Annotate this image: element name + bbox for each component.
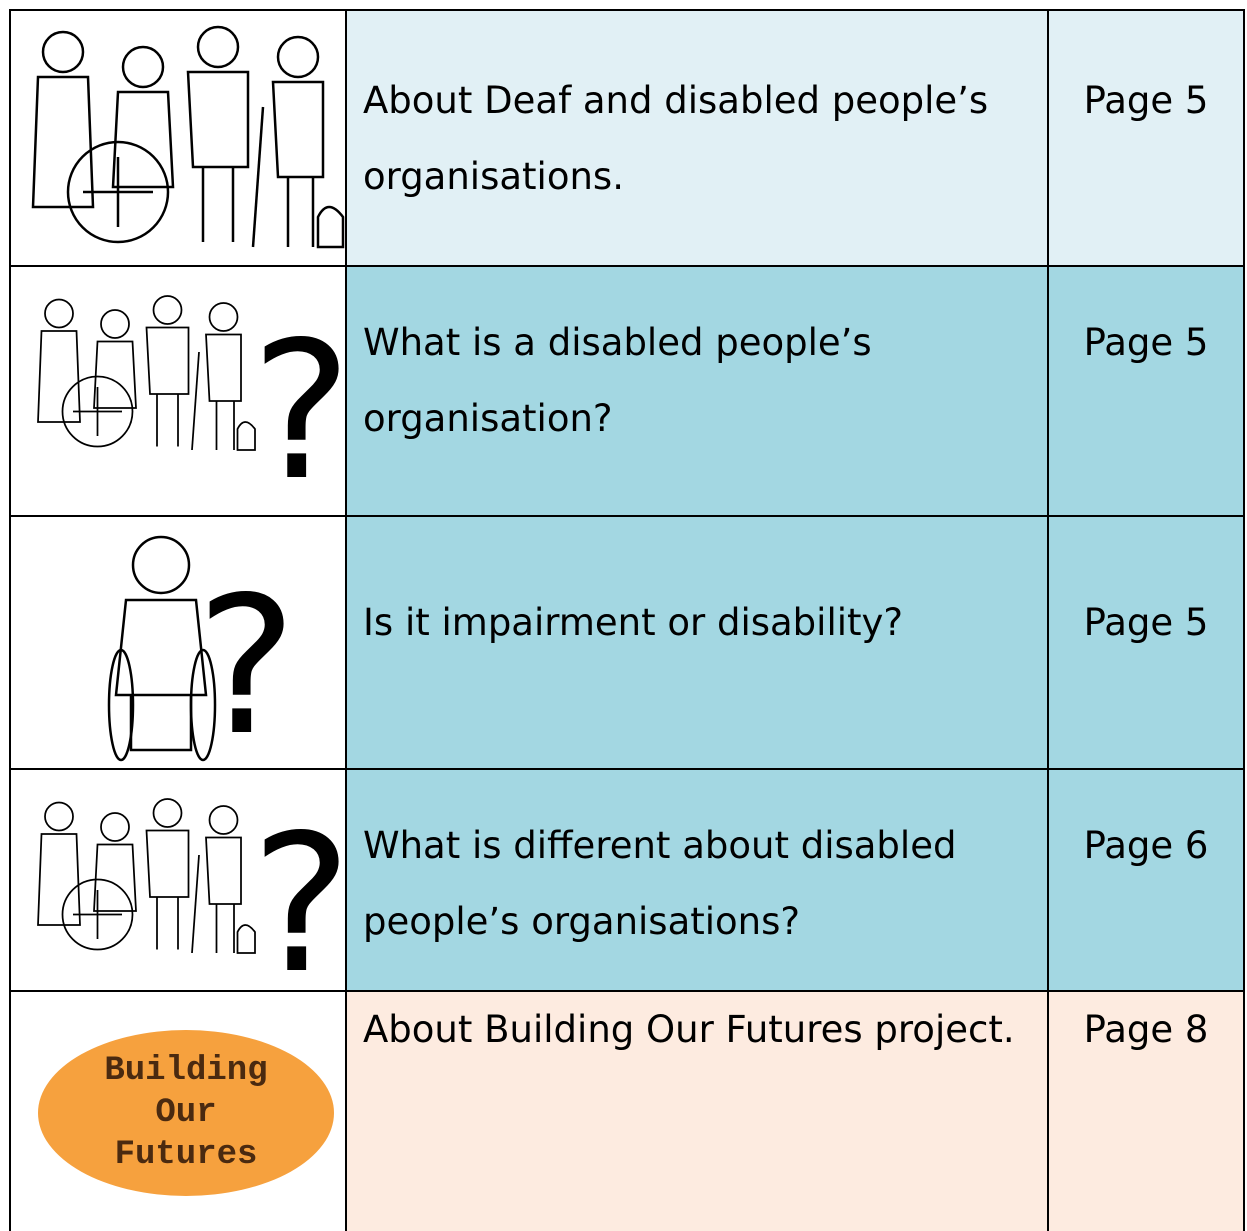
topic-line: organisation? xyxy=(363,397,613,440)
row: ? What is a disabled people’s organisatio… xyxy=(9,265,1245,517)
topic-cell: What is different about disabled people’s… xyxy=(345,768,1049,992)
topic-cell: What is a disabled people’s organisation? xyxy=(345,265,1049,517)
question-mark: ? xyxy=(196,556,297,777)
topic-line: Is it impairment or disability? xyxy=(363,601,904,644)
topic-line: About Building Our Futures project. xyxy=(363,1008,1015,1051)
topic-line: What is a disabled people’s xyxy=(363,321,872,364)
people-illustration xyxy=(37,295,256,451)
row: ? Is it impairment or disability? Page 5 xyxy=(9,515,1245,777)
people-illustration xyxy=(31,25,345,249)
illustration-cell: ? xyxy=(9,265,352,517)
page-number: Page 5 xyxy=(1047,515,1245,770)
illustration-cell xyxy=(9,9,347,267)
contents-table: About Deaf and disabled people’s organisa… xyxy=(9,9,1245,1231)
row: ? What is different about disabled people… xyxy=(9,768,1245,1000)
topic-cell: About Deaf and disabled people’s organisa… xyxy=(345,9,1049,267)
logo-word: Building xyxy=(104,1052,268,1090)
logo-word: Futures xyxy=(114,1136,258,1174)
topic-line: About Deaf and disabled people’s xyxy=(363,79,989,122)
page-number: Page 6 xyxy=(1047,768,1245,992)
topic-line: organisations. xyxy=(363,155,624,198)
topic-cell: Is it impairment or disability? xyxy=(345,515,1049,770)
illustration-cell: Building Our Futures xyxy=(9,990,347,1231)
topic-line: What is different about disabled xyxy=(363,824,957,867)
page-number: Page 5 xyxy=(1047,9,1245,267)
people-illustration xyxy=(37,798,256,954)
row: Building Our Futures About Building Our … xyxy=(9,990,1245,1231)
topic-cell: About Building Our Futures project. xyxy=(345,990,1049,1231)
illustration-cell: ? xyxy=(9,768,352,1000)
page-number: Page 5 xyxy=(1047,265,1245,517)
question-mark: ? xyxy=(251,794,352,1015)
logo-word: Our xyxy=(155,1094,217,1132)
topic-line: people’s organisations? xyxy=(363,900,801,943)
row: About Deaf and disabled people’s organisa… xyxy=(9,9,1245,267)
project-logo: Building Our Futures xyxy=(38,1030,334,1196)
page-number: Page 8 xyxy=(1047,990,1245,1231)
illustration-cell: ? xyxy=(9,515,347,777)
question-mark: ? xyxy=(251,301,352,522)
